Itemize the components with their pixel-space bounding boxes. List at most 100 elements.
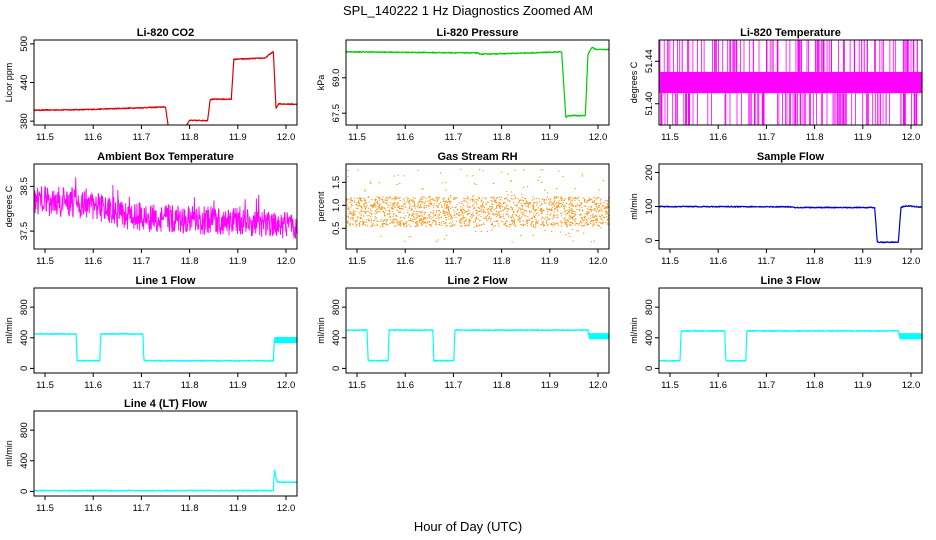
data-point <box>362 224 364 226</box>
data-point <box>398 223 400 225</box>
data-point <box>458 214 460 216</box>
data-point <box>580 202 582 204</box>
data-point <box>460 225 462 227</box>
data-point <box>412 205 414 207</box>
data-point <box>578 205 580 207</box>
y-axis-label: ml/min <box>629 193 639 220</box>
data-point <box>349 201 351 203</box>
data-point <box>434 219 436 221</box>
data-point <box>352 219 354 221</box>
data-point <box>482 170 484 172</box>
data-point <box>405 206 407 208</box>
data-point <box>602 222 604 224</box>
data-point <box>543 225 545 227</box>
data-point <box>448 201 450 203</box>
data-point <box>371 206 373 208</box>
data-point <box>449 200 451 202</box>
data-point <box>359 200 361 202</box>
data-point <box>432 198 434 200</box>
data-point <box>603 216 605 218</box>
x-tick-label: 11.8 <box>181 503 199 514</box>
data-point <box>588 209 590 211</box>
data-point <box>499 196 501 198</box>
data-point <box>392 219 394 221</box>
x-tick-label: 11.5 <box>36 132 54 143</box>
plot-frame <box>658 39 923 126</box>
data-point <box>516 203 518 205</box>
data-point <box>500 199 502 201</box>
data-point <box>480 199 482 201</box>
data-point <box>460 219 462 221</box>
data-point <box>580 207 582 209</box>
x-tick-label: 11.8 <box>493 132 511 143</box>
data-point <box>416 223 418 225</box>
data-point <box>488 216 490 218</box>
data-point <box>438 217 440 219</box>
data-point <box>348 208 350 210</box>
data-point <box>537 220 539 222</box>
data-point <box>551 231 553 233</box>
data-point <box>390 221 392 223</box>
data-point <box>516 205 518 207</box>
x-tick-label: 11.9 <box>229 380 247 391</box>
data-point <box>569 236 571 238</box>
data-point <box>492 224 494 226</box>
data-point <box>428 197 430 199</box>
data-point <box>560 205 562 207</box>
data-point <box>373 204 375 206</box>
data-point <box>505 197 507 199</box>
data-point <box>597 197 599 199</box>
x-tick-label: 11.7 <box>445 380 463 391</box>
data-point <box>562 199 564 201</box>
data-point <box>413 204 415 206</box>
data-point <box>386 196 388 198</box>
data-point <box>424 217 426 219</box>
data-point <box>386 213 388 215</box>
data-point <box>511 198 513 200</box>
y-axis-label: percent <box>316 191 326 222</box>
x-tick-label: 11.9 <box>541 132 559 143</box>
data-point <box>431 202 433 204</box>
panel-title: Line 2 Flow <box>448 275 508 287</box>
y-tick-label: 200 <box>644 165 655 181</box>
data-point <box>531 221 533 223</box>
data-point <box>356 208 358 210</box>
data-point <box>355 223 357 225</box>
data-point <box>540 224 542 226</box>
data-point <box>524 198 526 200</box>
data-point <box>500 220 502 222</box>
data-point <box>579 214 581 216</box>
data-point <box>439 197 441 199</box>
data-point <box>376 224 378 226</box>
data-point <box>567 219 569 221</box>
data-point <box>379 199 381 201</box>
data-point <box>558 170 560 172</box>
data-point <box>543 209 545 211</box>
data-point <box>531 217 533 219</box>
data-point <box>607 223 609 225</box>
data-point <box>410 208 412 210</box>
data-point <box>486 219 488 221</box>
data-point <box>403 198 405 200</box>
data-point <box>536 197 538 199</box>
data-point <box>530 224 532 226</box>
data-point <box>381 206 383 208</box>
data-point <box>517 215 519 217</box>
data-point <box>552 218 554 220</box>
data-point <box>607 197 609 199</box>
data-point <box>554 223 556 225</box>
data-point <box>569 197 571 199</box>
data-point <box>452 220 454 222</box>
y-tick-label: 1.5 <box>331 176 342 189</box>
data-point <box>371 225 373 227</box>
data-point <box>476 212 478 214</box>
data-point <box>559 220 561 222</box>
data-point <box>577 198 579 200</box>
data-point <box>529 211 531 213</box>
data-point <box>483 210 485 212</box>
data-point <box>407 198 409 200</box>
data-point <box>367 210 369 212</box>
data-point <box>359 218 361 220</box>
data-point <box>379 225 381 227</box>
